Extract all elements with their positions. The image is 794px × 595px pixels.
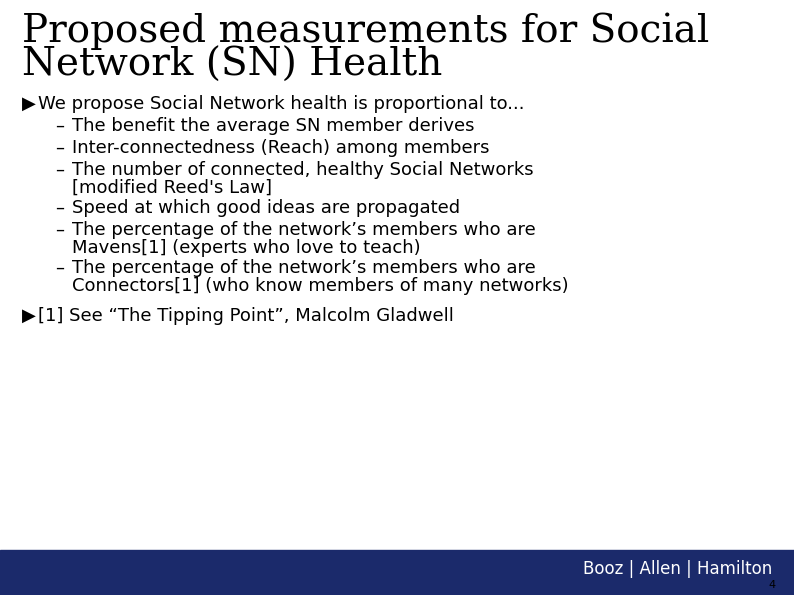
Text: We propose Social Network health is proportional to...: We propose Social Network health is prop… (38, 95, 525, 113)
Text: 4: 4 (769, 580, 776, 590)
Text: Connectors[1] (who know members of many networks): Connectors[1] (who know members of many … (72, 277, 569, 295)
Text: ▶: ▶ (22, 307, 36, 325)
Text: The percentage of the network’s members who are: The percentage of the network’s members … (72, 221, 536, 239)
Text: –: – (56, 259, 64, 277)
Text: [modified Reed's Law]: [modified Reed's Law] (72, 179, 272, 197)
Text: –: – (56, 117, 64, 135)
Text: Network (SN) Health: Network (SN) Health (22, 47, 442, 84)
Text: Mavens[1] (experts who love to teach): Mavens[1] (experts who love to teach) (72, 239, 421, 257)
Text: Speed at which good ideas are propagated: Speed at which good ideas are propagated (72, 199, 461, 217)
Text: The benefit the average SN member derives: The benefit the average SN member derive… (72, 117, 475, 135)
Text: Inter-connectedness (Reach) among members: Inter-connectedness (Reach) among member… (72, 139, 489, 157)
Text: Proposed measurements for Social: Proposed measurements for Social (22, 13, 709, 51)
Text: –: – (56, 199, 64, 217)
Text: –: – (56, 221, 64, 239)
Bar (0, 550, 794, 595)
Text: [1] See “The Tipping Point”, Malcolm Gladwell: [1] See “The Tipping Point”, Malcolm Gla… (38, 307, 454, 325)
Text: –: – (56, 161, 64, 179)
Text: The percentage of the network’s members who are: The percentage of the network’s members … (72, 259, 536, 277)
Text: –: – (56, 139, 64, 157)
Text: ▶: ▶ (22, 95, 36, 113)
Text: The number of connected, healthy Social Networks: The number of connected, healthy Social … (72, 161, 534, 179)
Text: Booz | Allen | Hamilton: Booz | Allen | Hamilton (583, 559, 772, 578)
